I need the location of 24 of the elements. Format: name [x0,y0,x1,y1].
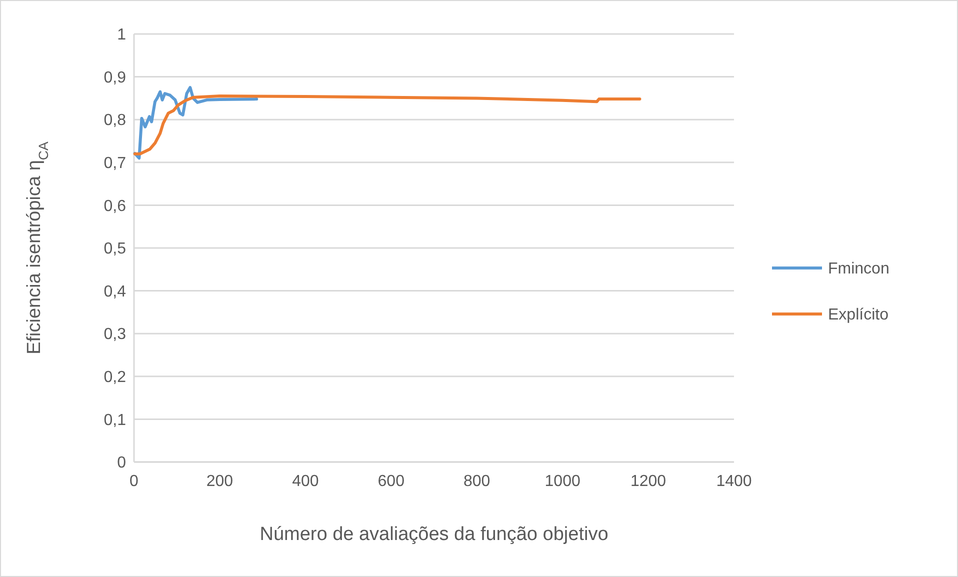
y-tick-label: 0,2 [104,369,126,386]
line-series [133,94,642,156]
x-axis-title: Número de avaliações da função objetivo [260,524,608,545]
x-tick-label: 600 [378,473,405,490]
x-tick-label: 1000 [544,473,580,490]
x-tick-label: 0 [130,473,139,490]
y-tick-label: 0,1 [104,412,126,429]
legend-label: Fmincon [828,260,890,278]
y-tick-label: 0,9 [104,69,126,86]
x-tick-label: 400 [292,473,319,490]
x-tick-label: 200 [206,473,234,490]
line-series [133,86,258,160]
y-tick-label: 0 [117,454,126,472]
y-tick-label: 0,4 [104,283,126,300]
y-tick-label: 0,8 [104,112,126,130]
legend-label: Explícito [828,306,889,324]
x-tick-label: 800 [464,473,490,490]
y-tick-label: 0,5 [104,240,126,258]
y-tick-label: 0,6 [104,198,126,215]
x-tick-label: 1400 [716,473,752,490]
y-tick-label: 0,7 [104,155,126,172]
y-tick-label: 0,3 [104,326,126,344]
y-tick-label: 1 [117,26,126,44]
x-tick-label: 1200 [630,473,666,490]
